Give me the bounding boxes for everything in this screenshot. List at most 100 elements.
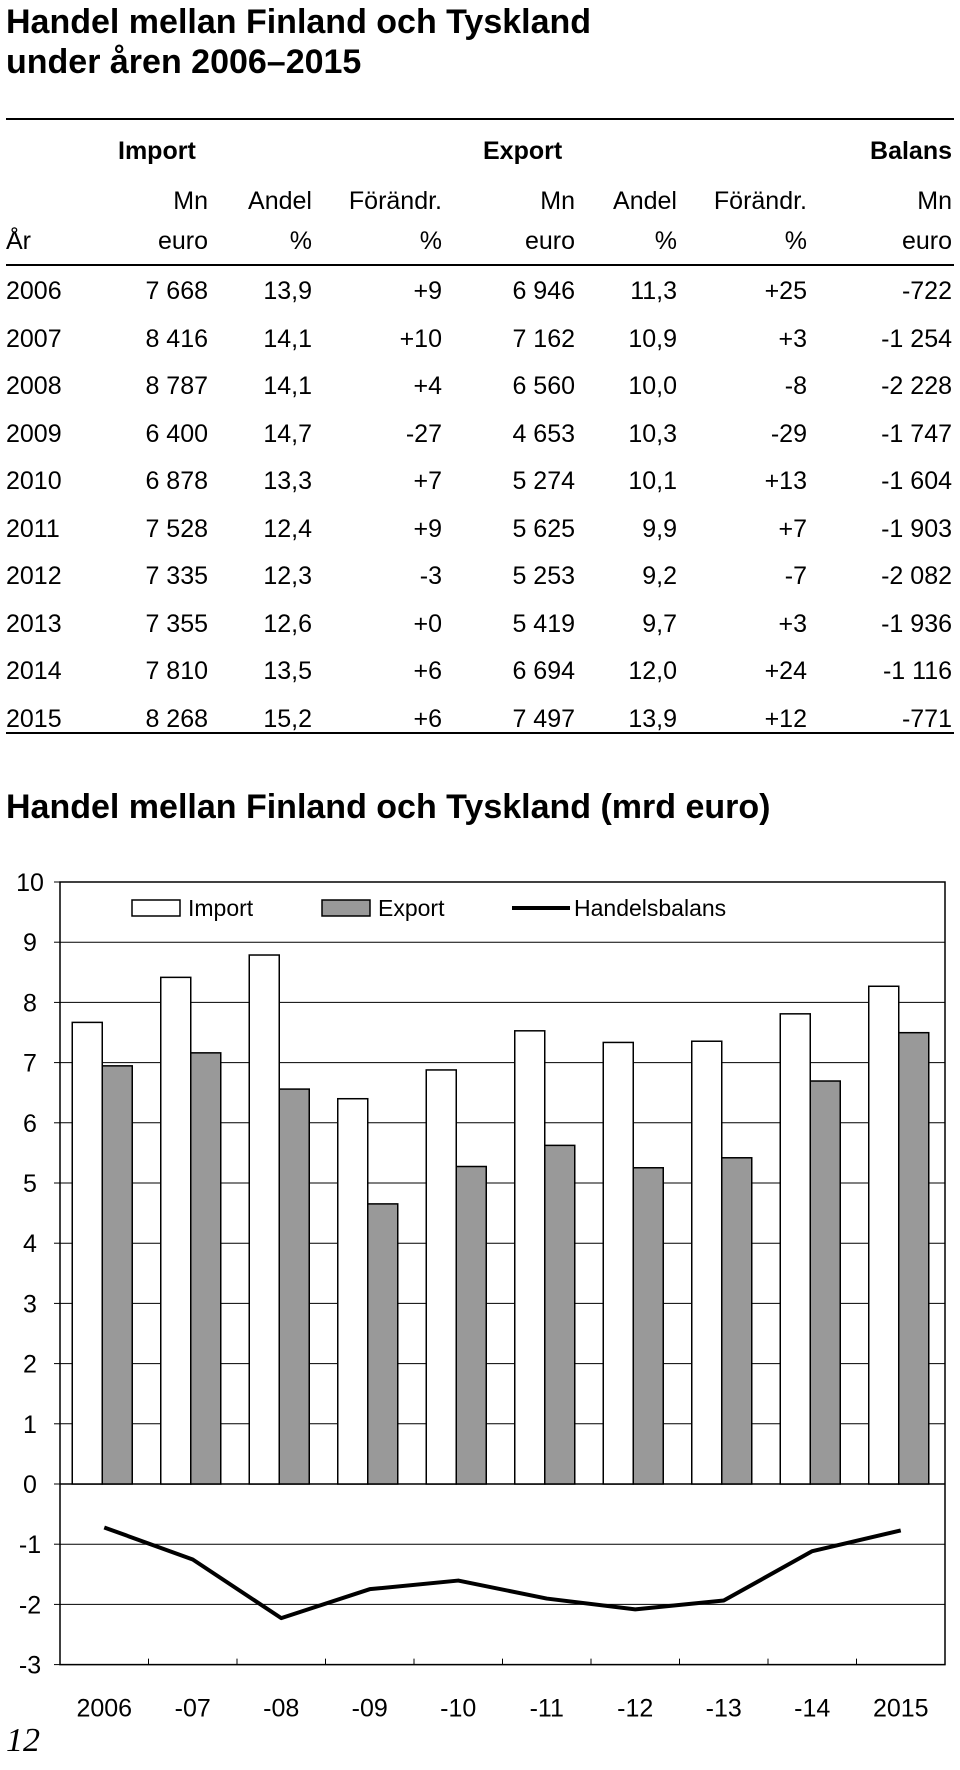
- table-cell: -27: [405, 419, 442, 448]
- header-rule: [6, 264, 954, 266]
- table-cell: +9: [413, 277, 442, 305]
- page-number: 12: [6, 1722, 40, 1759]
- line-handelsbalans: [103, 1525, 902, 1621]
- bar-export: [190, 1052, 222, 1485]
- x-tick-label: -11: [530, 1695, 564, 1720]
- y-tick-label: 7: [23, 1050, 37, 1078]
- table-cell: 12,4: [263, 514, 312, 543]
- table-cell: 2006: [6, 277, 62, 305]
- table-cell: 9,2: [642, 562, 677, 590]
- y-tick-label: 3: [23, 1290, 37, 1318]
- header-cell: Mn: [917, 187, 952, 215]
- bar-import: [425, 1069, 457, 1485]
- x-tick-label: -08: [263, 1695, 299, 1720]
- table-cell: -771: [901, 704, 952, 733]
- bar-import: [248, 954, 280, 1485]
- y-tick-label: 2: [23, 1351, 37, 1379]
- chart-title: Handel mellan Finland och Tyskland (mrd …: [6, 788, 771, 826]
- table-cell: +6: [413, 657, 442, 685]
- legend-swatch-import: [131, 899, 181, 917]
- legend-label-handelsbalans: Handelsbalans: [574, 895, 726, 921]
- y-tick-label: 0: [23, 1471, 37, 1499]
- table-top-rule: [6, 118, 954, 120]
- bar-import: [868, 985, 900, 1485]
- table-cell: -2 082: [881, 562, 952, 590]
- x-tick-label: 2006: [76, 1695, 132, 1720]
- bar-import: [691, 1040, 723, 1485]
- table-cell: 5 253: [512, 562, 575, 590]
- bar-import: [160, 976, 192, 1485]
- header-cell: %: [654, 227, 677, 255]
- bar-import: [337, 1097, 369, 1485]
- bar-export: [898, 1031, 930, 1485]
- table-cell: 7 497: [512, 704, 575, 733]
- table-cell: 7 668: [145, 277, 208, 305]
- table-cell: 6 560: [512, 372, 575, 400]
- y-tick-label: 6: [23, 1110, 37, 1138]
- table-cell: +24: [764, 657, 807, 685]
- y-tick-label: 5: [23, 1170, 37, 1198]
- table-cell: +25: [764, 277, 807, 305]
- table-cell: 8 416: [145, 324, 208, 353]
- table-cell: +3: [778, 609, 807, 638]
- bar-import: [514, 1030, 546, 1485]
- header-cell: År: [6, 227, 31, 255]
- table-cell: 13,5: [263, 657, 312, 685]
- bar-export: [101, 1065, 133, 1485]
- table-cell: 7 355: [145, 609, 208, 638]
- header-cell: Andel: [248, 187, 312, 215]
- table-cell: -1 116: [882, 657, 952, 685]
- table-cell: 5 274: [512, 467, 575, 495]
- y-tick-label: 1: [23, 1411, 37, 1439]
- table-cell: 4 653: [512, 419, 575, 448]
- table-cell: 2007: [6, 324, 62, 353]
- header-cell: Förändr.: [348, 187, 442, 215]
- table-cell: 2014: [6, 657, 62, 685]
- table-cell: 10,3: [628, 419, 677, 448]
- table-cell: 2010: [6, 467, 62, 495]
- table-cell: +10: [399, 324, 442, 353]
- header-cell: euro: [157, 227, 208, 255]
- header-cell: %: [419, 227, 442, 255]
- table-cell: +13: [764, 467, 807, 495]
- table-cell: 12,0: [628, 657, 677, 685]
- legend-label-export: Export: [378, 895, 445, 921]
- y-tick-label: -2: [19, 1591, 41, 1619]
- table-cell: +3: [778, 324, 807, 353]
- bar-import: [71, 1021, 103, 1485]
- group-export: Export: [483, 137, 563, 165]
- table-cell: 2008: [6, 372, 62, 400]
- table-cell: -722: [901, 277, 952, 305]
- table-cell: +7: [778, 514, 807, 543]
- table-cell: 13,9: [263, 277, 312, 305]
- y-tick-label: 8: [23, 989, 37, 1017]
- bar-export: [809, 1080, 841, 1485]
- header-cell: Mn: [173, 187, 208, 215]
- page-title-line-1: Handel mellan Finland och Tyskland: [6, 3, 592, 41]
- x-tick-label: -12: [617, 1695, 653, 1720]
- x-tick-label: -09: [352, 1695, 388, 1720]
- group-import: Import: [118, 137, 196, 165]
- header-cell: euro: [524, 227, 575, 255]
- table-cell: 8 268: [145, 704, 208, 733]
- table-cell: 11,3: [630, 277, 677, 305]
- table-cell: 2013: [6, 609, 62, 638]
- table-cell: -2 228: [881, 372, 952, 400]
- bar-export: [278, 1088, 310, 1485]
- table-cell: 12,6: [263, 609, 312, 638]
- x-tick-label: -10: [440, 1695, 476, 1720]
- header-cell: Mn: [540, 187, 575, 215]
- bar-import: [602, 1041, 634, 1485]
- table-cell: -3: [419, 562, 442, 590]
- bar-export: [367, 1203, 399, 1485]
- page-title: Handel mellan Finland och Tyskland under…: [6, 2, 591, 82]
- header-cell: %: [289, 227, 312, 255]
- table-cell: 8 787: [145, 372, 208, 400]
- x-tick-label: -07: [175, 1695, 211, 1720]
- x-tick-label: -13: [706, 1695, 742, 1720]
- x-tick-label: -14: [794, 1695, 830, 1720]
- table-cell: -1 747: [881, 419, 952, 448]
- table-cell: 6 400: [145, 419, 208, 448]
- table-cell: +12: [764, 704, 807, 733]
- table-cell: 14,7: [263, 419, 312, 448]
